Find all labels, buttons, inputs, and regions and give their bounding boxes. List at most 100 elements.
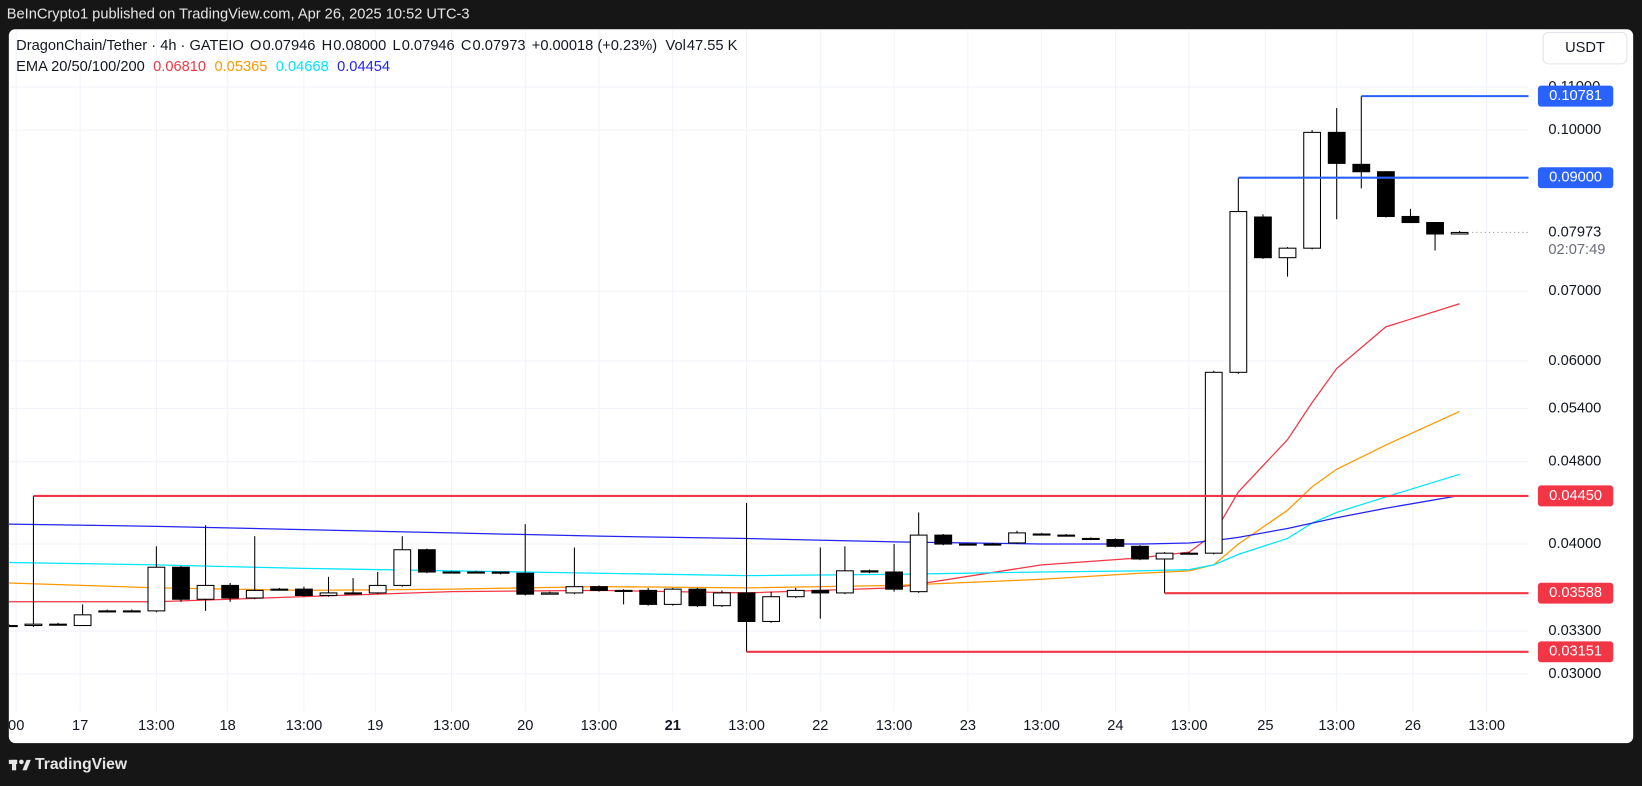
candle-body	[1057, 534, 1076, 537]
candle-body	[688, 588, 707, 607]
candle-body	[1401, 215, 1420, 224]
candle-body	[1106, 539, 1125, 547]
candle-body	[1450, 231, 1469, 235]
candle-body	[8, 624, 18, 628]
level-label-box	[1537, 85, 1614, 107]
footer-logo	[8, 759, 31, 771]
legend-text: 47.55 K	[687, 38, 738, 54]
candle-body	[590, 586, 608, 591]
x-tick-label: 13:00	[876, 718, 913, 734]
countdown-label: 02:07:49	[1548, 242, 1605, 258]
legend-text: +0.00018 (+0.23%)	[532, 38, 657, 54]
x-tick-label: 13:00	[138, 718, 175, 734]
candle-body	[885, 571, 903, 590]
plot-area	[8, 29, 1529, 712]
candle-body	[1278, 247, 1297, 259]
x-tick-label: 25	[1257, 718, 1273, 734]
candle-body	[1376, 171, 1395, 217]
candle-body	[467, 571, 485, 574]
candle-body	[1081, 537, 1100, 541]
candle-body	[417, 549, 436, 573]
x-tick-label: 23	[960, 718, 976, 734]
candle-body	[1180, 552, 1199, 555]
y-tick-label: 0.04800	[1548, 454, 1601, 470]
candle-body	[344, 592, 362, 595]
legend-text: H	[322, 38, 333, 54]
candle-body	[811, 589, 830, 594]
candle-body	[393, 549, 412, 586]
legend-text: DragonChain/Tether · 4h · GATEIO	[16, 38, 244, 54]
y-tick-label: 0.10000	[1548, 122, 1601, 138]
x-tick-label: 21	[665, 718, 681, 734]
candle-body	[491, 571, 510, 574]
level-label: 0.09000	[1549, 170, 1602, 186]
level-label: 0.03588	[1549, 585, 1602, 601]
level-label: 0.04450	[1549, 488, 1602, 504]
candle-body	[983, 543, 1002, 546]
legend-text: EMA 20/50/100/200	[16, 59, 145, 75]
candle-body	[934, 534, 953, 545]
candle-body	[122, 610, 141, 613]
candle-body	[516, 572, 535, 595]
candle-body	[713, 592, 731, 607]
currency-button[interactable]	[1542, 31, 1628, 65]
candle-body	[958, 543, 977, 546]
x-tick-label: 26	[1405, 718, 1421, 734]
candle-body	[762, 596, 781, 623]
candle-body	[786, 589, 805, 598]
legend-text: L	[393, 38, 401, 54]
candle-body	[270, 588, 289, 591]
level-label-box	[1537, 582, 1614, 604]
candle-body	[540, 592, 559, 595]
y-tick-label: 0.03000	[1548, 666, 1601, 682]
candle-body	[295, 588, 313, 596]
legend-text: 0.05365	[214, 59, 267, 75]
candle-body	[1008, 532, 1026, 544]
last-price-label: 0.07973	[1548, 224, 1601, 240]
x-tick-label: 24	[1107, 718, 1123, 734]
candle-body	[245, 589, 264, 599]
candle-body	[1254, 216, 1272, 259]
candle-body	[1155, 552, 1174, 560]
legend-text: 0.08000	[333, 38, 386, 54]
level-label-box	[1537, 167, 1614, 189]
x-tick-label: 13:00	[728, 718, 765, 734]
legend-text: Vol	[666, 38, 686, 54]
level-label-box	[1537, 641, 1614, 663]
candle-body	[1032, 533, 1051, 536]
candle-body	[614, 589, 633, 592]
candle-body	[836, 570, 854, 594]
legend-text: 0.07946	[262, 38, 315, 54]
chart-panel	[8, 29, 1634, 744]
candle-body	[1303, 131, 1322, 249]
candle-body	[1131, 545, 1149, 560]
legend-text: 0.06810	[153, 59, 206, 75]
candle-body	[368, 584, 387, 594]
publisher: BeInCrypto1 published on TradingView.com…	[7, 7, 470, 23]
x-tick-label: 17	[72, 718, 88, 734]
x-tick-label: 00	[8, 718, 24, 734]
currency[interactable]: USDT	[1565, 40, 1605, 56]
x-tick-label: 18	[220, 718, 236, 734]
x-tick-label: 13:00	[433, 718, 470, 734]
y-tick-label: 0.05400	[1548, 400, 1601, 416]
x-tick-label: 13:00	[1318, 718, 1355, 734]
x-tick-label: 22	[812, 718, 828, 734]
candle-body	[196, 584, 215, 600]
legend-text: 0.04668	[276, 59, 329, 75]
candle-body	[639, 589, 658, 605]
level-label: 0.03151	[1549, 644, 1602, 660]
level-label: 0.10781	[1549, 88, 1602, 104]
candle-body	[909, 534, 928, 593]
legend-text: 0.07973	[473, 38, 526, 54]
x-tick-label: 13:00	[286, 718, 323, 734]
legend-text: O	[250, 38, 261, 54]
candle-body	[24, 623, 43, 627]
footer: TradingView	[35, 756, 128, 773]
x-tick-label: 13:00	[581, 718, 618, 734]
x-tick-label: 13:00	[1171, 718, 1208, 734]
candle-body	[49, 623, 67, 626]
ema-line	[8, 410, 1460, 592]
